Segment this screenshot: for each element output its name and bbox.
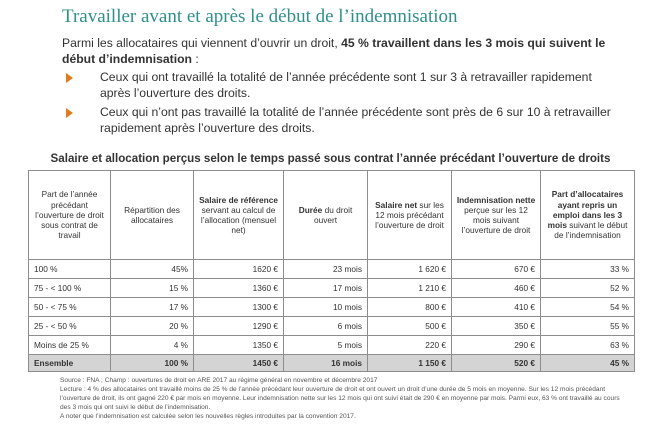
lecture-note: Lecture : 4 % des allocataires ont trava…: [60, 386, 620, 412]
table-title: Salaire et allocation perçus selon le te…: [50, 152, 611, 165]
header-reprise-emploi-rest: suivant le début de l’indemnisation: [554, 220, 628, 241]
cell-reprise: 54 %: [540, 297, 635, 317]
cell-indemnisation: 290 €: [451, 335, 541, 355]
data-table: Part de l’année précédant l’ouverture de…: [28, 170, 635, 372]
header-duree-rest: du droit ouvert: [313, 204, 353, 225]
cell-repartition: 4 %: [110, 335, 194, 355]
cell-reprise: 55 %: [540, 316, 635, 336]
header-indemnisation-rest: perçue sur les 12 mois suivant l’ouvertu…: [461, 204, 531, 236]
total-salaire-reference: 1450 €: [193, 354, 284, 372]
cell-salaire-reference: 1290 €: [193, 316, 284, 336]
bullet-text: Ceux qui n’ont pas travaillé la totalité…: [100, 105, 611, 135]
header-indemnisation: Indemnisation nette perçue sur les 12 mo…: [451, 170, 541, 260]
total-repartition: 100 %: [110, 354, 194, 372]
cell-salaire-reference: 1620 €: [193, 259, 284, 279]
bullet-list: Ceux qui ont travaillé la totalité de l’…: [62, 70, 622, 140]
table-row: 25 - < 50 % 20 % 1290 € 6 mois 500 € 350…: [28, 316, 635, 336]
header-salaire-net-bold: Salaire net: [375, 199, 418, 210]
table-total-row: Ensemble 100 % 1450 € 16 mois 1 150 € 52…: [28, 354, 635, 372]
header-duree-bold: Durée: [298, 204, 323, 215]
total-duree: 16 mois: [283, 354, 368, 372]
cell-repartition: 20 %: [110, 316, 194, 336]
cell-repartition: 17 %: [110, 297, 194, 317]
cell-salaire-net: 220 €: [367, 335, 452, 355]
bullet-text: Ceux qui ont travaillé la totalité de l’…: [100, 70, 592, 100]
table-header-row: Part de l’année précédant l’ouverture de…: [28, 170, 635, 260]
intro-suffix: :: [192, 52, 199, 66]
total-reprise: 45 %: [540, 354, 635, 372]
header-salaire-reference: Salaire de référence servant au calcul de…: [193, 170, 284, 260]
cell-indemnisation: 670 €: [451, 259, 541, 279]
cell-label: 25 - < 50 %: [28, 316, 111, 336]
cell-duree: 23 mois: [283, 259, 368, 279]
cell-salaire-reference: 1350 €: [193, 335, 284, 355]
source-note: Source : FNA ; Champ : ouvertures de dro…: [60, 377, 378, 384]
header-reprise-emploi: Part d’allocataires ayant repris un empl…: [540, 170, 635, 260]
cell-repartition: 15 %: [110, 278, 194, 298]
header-salaire-net-rest: sur les 12 mois précédant l’ouverture de…: [375, 199, 444, 231]
intro-prefix: Parmi les allocataires qui viennent d’ou…: [62, 36, 342, 50]
cell-reprise: 63 %: [540, 335, 635, 355]
intro-highlight: 45 % travaillent dans les 3 mois qui sui…: [62, 36, 606, 66]
cell-label: Moins de 25 %: [28, 335, 111, 355]
cell-salaire-reference: 1300 €: [193, 297, 284, 317]
header-salaire-reference-rest: servant au calcul de l’allocation (mensu…: [200, 204, 277, 236]
cell-indemnisation: 460 €: [451, 278, 541, 298]
cell-duree: 10 mois: [283, 297, 368, 317]
footnotes: Source : FNA ; Champ : ouvertures de dro…: [60, 376, 620, 421]
header-salaire-reference-bold: Salaire de référence: [199, 194, 278, 205]
header-part-annee: Part de l’année précédant l’ouverture de…: [28, 170, 111, 260]
header-repartition: Répartition des allocataires: [110, 170, 194, 260]
total-label: Ensemble: [28, 354, 111, 372]
cell-duree: 17 mois: [283, 278, 368, 298]
convention-note: A noter que l’indemnisation est calculée…: [60, 413, 356, 421]
cell-duree: 6 mois: [283, 316, 368, 336]
cell-reprise: 33 %: [540, 259, 635, 279]
cell-label: 50 - < 75 %: [28, 297, 111, 317]
header-reprise-emploi-bold: Part d’allocataires ayant repris un empl…: [547, 189, 624, 231]
intro-paragraph: Parmi les allocataires qui viennent d’ou…: [62, 35, 622, 67]
cell-salaire-net: 500 €: [367, 316, 452, 336]
bullet-item: Ceux qui n’ont pas travaillé la totalité…: [62, 105, 622, 136]
page-title: Travailler avant et après le début de l’…: [62, 6, 458, 27]
cell-indemnisation: 410 €: [451, 297, 541, 317]
cell-salaire-reference: 1360 €: [193, 278, 284, 298]
cell-salaire-net: 800 €: [367, 297, 452, 317]
triangle-bullet-icon: [66, 108, 73, 118]
cell-indemnisation: 350 €: [451, 316, 541, 336]
cell-reprise: 52 %: [540, 278, 635, 298]
bullet-item: Ceux qui ont travaillé la totalité de l’…: [62, 70, 622, 101]
cell-label: 75 - < 100 %: [28, 278, 111, 298]
header-indemnisation-bold: Indemnisation nette: [456, 194, 536, 205]
table-row: 50 - < 75 % 17 % 1300 € 10 mois 800 € 41…: [28, 297, 635, 317]
cell-repartition: 45%: [110, 259, 194, 279]
table-row: Moins de 25 % 4 % 1350 € 5 mois 220 € 29…: [28, 335, 635, 355]
header-salaire-net: Salaire net sur les 12 mois précédant l’…: [367, 170, 452, 260]
header-duree: Durée du droit ouvert: [283, 170, 368, 260]
total-indemnisation: 520 €: [451, 354, 541, 372]
cell-duree: 5 mois: [283, 335, 368, 355]
cell-salaire-net: 1 620 €: [367, 259, 452, 279]
cell-salaire-net: 1 210 €: [367, 278, 452, 298]
total-salaire-net: 1 150 €: [367, 354, 452, 372]
table-row: 75 - < 100 % 15 % 1360 € 17 mois 1 210 €…: [28, 278, 635, 298]
triangle-bullet-icon: [66, 73, 73, 83]
cell-label: 100 %: [28, 259, 111, 279]
table-row: 100 % 45% 1620 € 23 mois 1 620 € 670 € 3…: [28, 259, 635, 279]
